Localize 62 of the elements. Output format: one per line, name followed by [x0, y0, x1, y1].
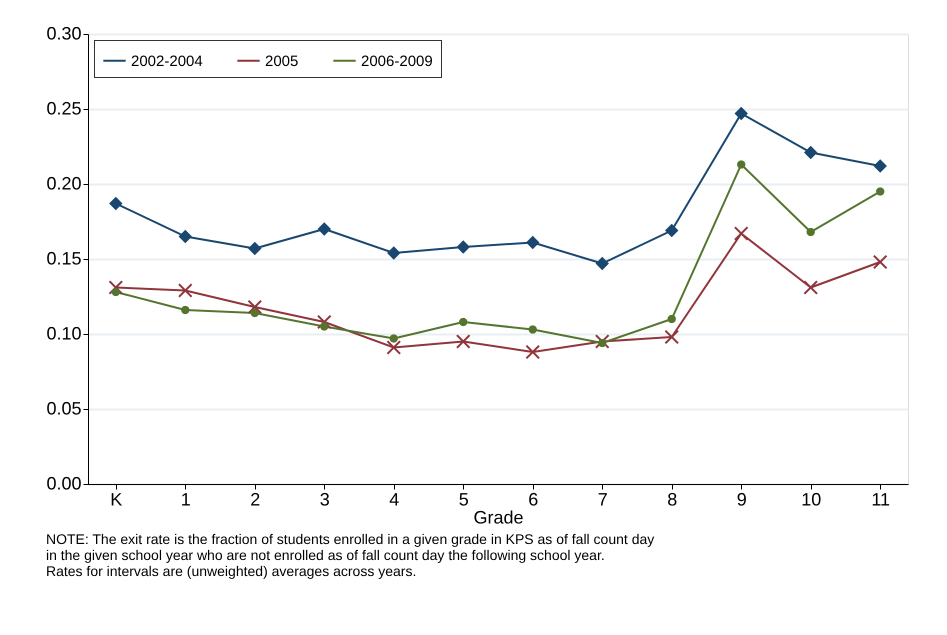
- x-tick-label: 7: [598, 490, 608, 510]
- point: [876, 187, 884, 196]
- point: [804, 146, 818, 160]
- point: [668, 314, 676, 324]
- y-tick-label: 0.00: [46, 474, 82, 494]
- y-tick-label: 0.05: [46, 398, 82, 418]
- point: [248, 242, 262, 256]
- x-tick-label: 4: [389, 490, 400, 510]
- x-tick-label: 10: [801, 490, 822, 510]
- point: [594, 334, 610, 349]
- point: [734, 106, 748, 120]
- point: [316, 314, 332, 330]
- point: [526, 236, 540, 250]
- x-tick-label: K: [110, 490, 122, 510]
- point: [390, 334, 398, 343]
- legend-label: 2002-2004: [131, 52, 203, 70]
- point: [803, 280, 818, 295]
- x-tick-label: 11: [871, 490, 890, 510]
- y-tick-label: 0.20: [46, 174, 82, 194]
- text: Rates for intervals are (unweighted) averages across years.: [46, 563, 416, 579]
- point: [734, 226, 749, 241]
- point: [178, 283, 193, 298]
- point: [178, 230, 192, 244]
- y-tick-label: 0.25: [46, 98, 82, 118]
- point: [386, 340, 402, 355]
- x-tick-label: 6: [528, 490, 538, 510]
- point: [112, 288, 120, 296]
- point: [387, 246, 400, 260]
- text: NOTE: The exit rate is the fraction of students enrolled in a given grade in KPS as of fall count day: [46, 531, 654, 547]
- x-tick-label: 8: [667, 490, 678, 510]
- x-axis-title: Grade: [473, 508, 524, 528]
- x-tick-label: 5: [458, 490, 469, 510]
- point: [459, 318, 468, 326]
- legend-label: 2005: [265, 52, 298, 70]
- point: [873, 159, 887, 173]
- point: [737, 160, 746, 169]
- legend-label: 2006-2009: [361, 52, 433, 70]
- point: [525, 344, 540, 360]
- y-tick-label: 0.30: [46, 24, 82, 44]
- x-tick-label: 2: [250, 490, 260, 510]
- point: [456, 334, 471, 349]
- y-tick-label: 0.10: [46, 324, 82, 344]
- point: [456, 240, 470, 254]
- x-tick-label: 9: [736, 490, 747, 510]
- point: [664, 330, 680, 344]
- point: [247, 300, 262, 314]
- y-tick-label: 0.15: [46, 248, 82, 268]
- point: [181, 306, 190, 314]
- point: [806, 228, 815, 236]
- point: [320, 322, 328, 331]
- x-tick-label: 3: [320, 490, 330, 510]
- point: [872, 254, 888, 270]
- point: [665, 224, 678, 238]
- point: [528, 325, 537, 334]
- x-tick-label: 1: [180, 490, 191, 510]
- point: [596, 256, 609, 270]
- point: [318, 222, 331, 236]
- text: in the given school year who are not enrolled as of fall count day the following school year.: [46, 547, 605, 563]
- point: [108, 280, 124, 295]
- point: [598, 338, 606, 348]
- point: [109, 196, 123, 210]
- point: [250, 308, 259, 318]
